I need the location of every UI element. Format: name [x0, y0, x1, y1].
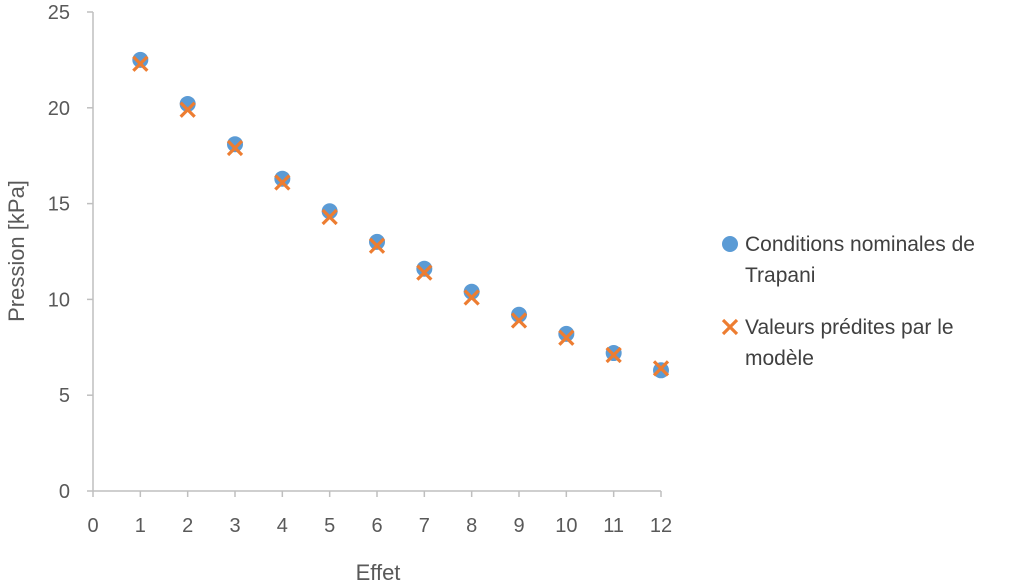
y-tick-label: 0 [59, 481, 70, 503]
data-point-cross [368, 237, 386, 254]
legend-label: modèle [745, 347, 814, 370]
data-point-circle [132, 51, 149, 68]
data-point-cross [226, 139, 244, 157]
x-tick-label: 8 [466, 515, 477, 537]
y-tick-label: 15 [48, 194, 70, 216]
data-point-cross [652, 360, 670, 377]
data-points [132, 51, 670, 379]
y-axis-title: Pression [kPa] [4, 180, 29, 322]
series-1 [132, 55, 670, 377]
legend-item-0: Conditions nominales de Trapani [722, 233, 975, 287]
x-tick-label: 6 [371, 515, 382, 537]
x-tick-label: 4 [277, 515, 288, 537]
data-point-cross [558, 329, 575, 346]
x-tick-label: 11 [603, 515, 624, 537]
x-tick-label: 10 [555, 515, 577, 537]
data-point-cross [510, 312, 528, 329]
x-tick-label: 5 [324, 515, 335, 537]
data-point-cross [179, 101, 196, 118]
x-axis-title: Effet [356, 560, 401, 584]
y-tick-label: 25 [48, 2, 70, 24]
data-point-circle [227, 136, 243, 153]
x-tick-label: 12 [650, 515, 672, 537]
data-point-cross [605, 346, 622, 364]
y-tick-label: 10 [48, 289, 70, 311]
data-point-cross [416, 264, 433, 281]
axes [87, 11, 662, 497]
x-tick-label: 9 [513, 515, 524, 537]
legend-label: Trapani [745, 264, 815, 287]
legend-marker [721, 318, 739, 336]
data-point-cross [132, 55, 149, 72]
legend-marker [722, 236, 738, 252]
data-point-circle [369, 233, 385, 250]
x-tick-label: 0 [87, 515, 98, 537]
legend-item-1: Valeurs prédites par le modèle [721, 316, 954, 370]
data-point-circle [558, 325, 575, 342]
data-point-circle [416, 260, 433, 277]
x-tick-label: 2 [182, 515, 193, 537]
x-tick-label: 1 [135, 515, 146, 537]
data-point-cross [321, 208, 338, 226]
legend: Conditions nominales de Trapani Valeurs pr… [721, 233, 975, 370]
data-point-cross [274, 174, 291, 191]
y-tick-label: 20 [48, 98, 70, 120]
data-point-cross [463, 289, 480, 306]
x-tick-label: 3 [229, 515, 240, 537]
data-point-circle [274, 170, 291, 187]
legend-label: Conditions nominales de [745, 233, 975, 256]
x-tick-label: 7 [419, 515, 430, 537]
legend-label: Valeurs prédites par le [745, 316, 954, 339]
y-tick-label: 5 [59, 385, 70, 407]
series-0 [132, 51, 669, 379]
